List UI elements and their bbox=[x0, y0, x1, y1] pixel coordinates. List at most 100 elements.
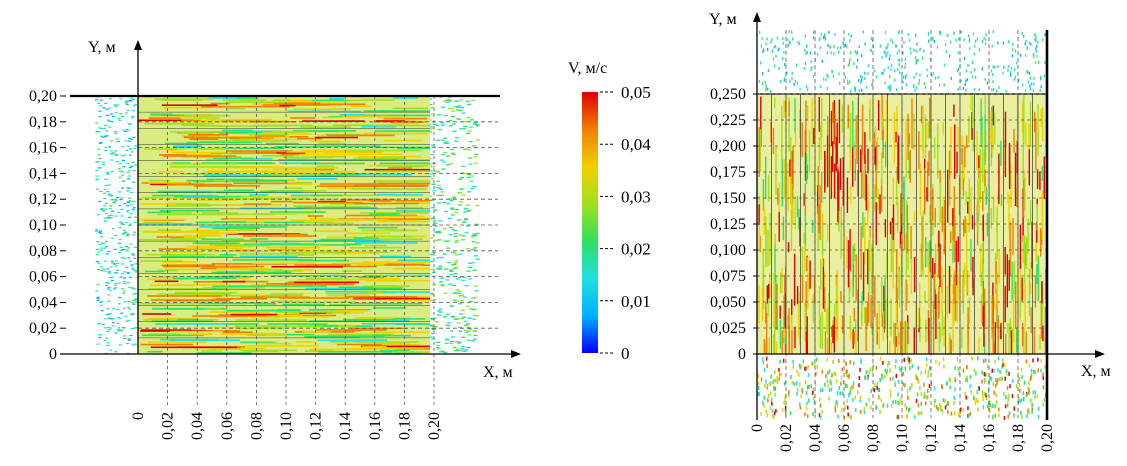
streak bbox=[941, 310, 944, 336]
streak bbox=[924, 168, 926, 216]
streak bbox=[929, 205, 931, 225]
streak bbox=[279, 104, 296, 107]
streak bbox=[803, 193, 805, 206]
top-speckle bbox=[760, 44, 762, 48]
streak bbox=[212, 285, 262, 288]
outlet-speckle bbox=[461, 239, 466, 241]
outlet-speckle bbox=[472, 318, 477, 320]
outlet-speckle bbox=[452, 299, 457, 301]
streak bbox=[889, 340, 891, 354]
streak bbox=[203, 174, 272, 176]
streak bbox=[376, 212, 398, 214]
streak bbox=[928, 256, 930, 309]
streak bbox=[765, 156, 767, 200]
bottom-speckle bbox=[810, 384, 812, 389]
top-speckle bbox=[864, 77, 866, 81]
streak bbox=[849, 137, 851, 172]
top-speckle bbox=[910, 51, 912, 55]
streak bbox=[256, 342, 291, 345]
bottom-speckle bbox=[889, 368, 891, 373]
inlet-speckle bbox=[105, 246, 108, 248]
streak bbox=[294, 264, 351, 266]
top-speckle bbox=[932, 72, 934, 76]
x-tick-label: 0,18 bbox=[396, 412, 413, 440]
inlet-speckle bbox=[123, 283, 127, 285]
outlet-speckle bbox=[455, 289, 460, 291]
streak bbox=[252, 262, 317, 264]
bottom-speckle bbox=[778, 367, 780, 372]
streak bbox=[261, 166, 284, 168]
streak bbox=[245, 345, 319, 347]
streak bbox=[140, 302, 200, 305]
streak bbox=[365, 280, 430, 282]
top-speckle bbox=[796, 63, 798, 67]
streak bbox=[181, 135, 220, 137]
outlet-speckle bbox=[448, 283, 452, 285]
bottom-speckle bbox=[871, 368, 874, 373]
streak bbox=[832, 325, 834, 344]
inlet-speckle bbox=[99, 135, 103, 137]
outlet-speckle bbox=[436, 267, 441, 270]
inlet-speckle bbox=[121, 146, 125, 148]
outlet-speckle bbox=[436, 180, 441, 182]
streak bbox=[349, 302, 423, 305]
streak bbox=[765, 226, 767, 266]
top-speckle bbox=[791, 71, 793, 75]
top-speckle bbox=[931, 73, 933, 77]
streak bbox=[201, 162, 272, 164]
bottom-speckle bbox=[843, 416, 845, 420]
streak bbox=[309, 218, 358, 220]
streak bbox=[834, 303, 836, 317]
bottom-speckle bbox=[1002, 358, 1004, 363]
inlet-speckle bbox=[119, 170, 122, 172]
top-speckle bbox=[919, 73, 921, 77]
streak bbox=[1033, 111, 1036, 133]
inlet-speckle bbox=[129, 313, 133, 315]
streak bbox=[326, 292, 377, 295]
inlet-speckle bbox=[129, 100, 132, 102]
outlet-speckle bbox=[466, 176, 471, 178]
inlet-speckle bbox=[130, 327, 134, 329]
streak bbox=[397, 259, 430, 262]
streak bbox=[992, 324, 994, 354]
inlet-speckle bbox=[95, 131, 99, 133]
streak bbox=[347, 149, 422, 152]
streak bbox=[892, 204, 895, 253]
streak bbox=[235, 228, 254, 231]
bottom-speckle bbox=[824, 382, 826, 387]
streak bbox=[938, 230, 940, 248]
inlet-speckle bbox=[109, 266, 113, 268]
streak bbox=[140, 260, 184, 262]
streak bbox=[792, 146, 794, 190]
streak bbox=[867, 292, 870, 323]
outlet-speckle bbox=[453, 273, 458, 275]
bottom-speckle bbox=[989, 403, 991, 408]
top-speckle bbox=[897, 58, 899, 62]
inlet-speckle bbox=[117, 168, 121, 170]
streak bbox=[342, 270, 363, 272]
streak bbox=[893, 322, 895, 345]
streak bbox=[250, 175, 278, 177]
bottom-speckle bbox=[773, 378, 776, 383]
streak bbox=[954, 216, 956, 262]
bottom-speckle bbox=[765, 409, 767, 414]
top-speckle bbox=[1036, 44, 1038, 48]
streak bbox=[230, 179, 285, 182]
bottom-speckle bbox=[907, 356, 909, 361]
streak bbox=[875, 165, 877, 198]
top-speckle bbox=[765, 42, 767, 46]
outlet-speckle bbox=[442, 161, 447, 163]
outlet-speckle bbox=[461, 235, 466, 237]
streak bbox=[328, 333, 394, 336]
bottom-speckle bbox=[769, 381, 772, 386]
bottom-speckle bbox=[779, 372, 781, 377]
streak bbox=[202, 295, 246, 297]
top-speckle bbox=[810, 59, 812, 63]
inlet-speckle bbox=[128, 286, 132, 288]
top-speckle bbox=[997, 41, 999, 45]
colorbar: V, м/с 00,010,020,030,040,05 bbox=[568, 60, 651, 363]
streak bbox=[201, 238, 244, 241]
streak bbox=[296, 181, 312, 184]
outlet-speckle bbox=[442, 201, 447, 204]
streak bbox=[243, 350, 279, 353]
